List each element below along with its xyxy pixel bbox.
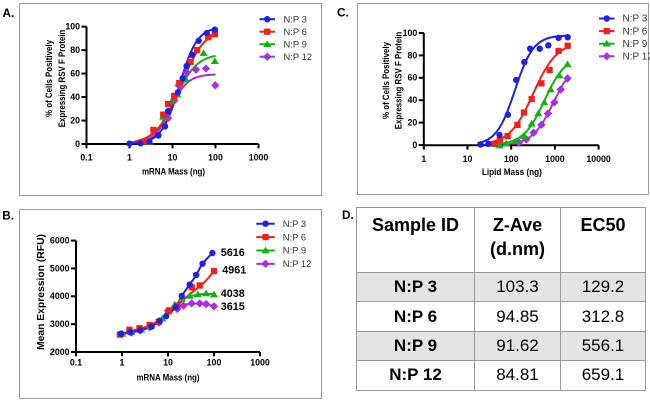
svg-text:N:P 12: N:P 12	[284, 51, 313, 62]
svg-text:10000: 10000	[586, 154, 611, 164]
svg-text:20: 20	[70, 115, 80, 125]
svg-text:60: 60	[70, 68, 80, 78]
svg-text:1: 1	[120, 357, 125, 367]
svg-text:N:P 9: N:P 9	[623, 39, 648, 50]
svg-text:1000: 1000	[249, 152, 269, 162]
svg-text:% of Cells Positively: % of Cells Positively	[44, 39, 55, 117]
svg-text:5616: 5616	[221, 247, 245, 259]
svg-text:3615: 3615	[221, 301, 245, 313]
svg-text:3000: 3000	[50, 319, 70, 329]
svg-text:Expressing RSV F Protein: Expressing RSV F Protein	[394, 32, 405, 130]
svg-text:100: 100	[403, 28, 418, 38]
svg-text:N:P 12: N:P 12	[283, 258, 312, 269]
svg-text:4000: 4000	[50, 291, 70, 301]
svg-text:N:P 12: N:P 12	[623, 52, 650, 63]
svg-text:mRNA Mass (ng): mRNA Mass (ng)	[142, 167, 205, 177]
svg-text:0: 0	[412, 140, 417, 150]
svg-text:10: 10	[168, 152, 178, 162]
svg-text:D.: D.	[342, 208, 354, 222]
svg-text:1000: 1000	[545, 154, 565, 164]
svg-text:60: 60	[408, 73, 418, 83]
svg-text:80: 80	[70, 45, 80, 55]
svg-text:Expressing RSV F Protein: Expressing RSV F Protein	[57, 30, 68, 128]
svg-text:N:P 9: N:P 9	[283, 245, 306, 256]
svg-text:100: 100	[65, 22, 80, 32]
svg-text:Mean Expression (RFU): Mean Expression (RFU)	[36, 234, 47, 350]
svg-text:100: 100	[504, 154, 519, 164]
svg-text:Lipid Mass (ng): Lipid Mass (ng)	[482, 167, 542, 177]
svg-text:0: 0	[75, 139, 80, 149]
svg-text:A.: A.	[3, 6, 15, 20]
svg-text:10: 10	[463, 154, 473, 164]
svg-text:6000: 6000	[50, 236, 70, 246]
svg-text:20: 20	[408, 118, 418, 128]
svg-text:N:P 6: N:P 6	[283, 231, 306, 242]
svg-text:N:P 9: N:P 9	[284, 38, 307, 49]
svg-text:B.: B.	[2, 209, 14, 223]
svg-text:80: 80	[408, 50, 418, 60]
svg-text:4038: 4038	[221, 288, 245, 300]
svg-text:100: 100	[208, 152, 223, 162]
svg-text:N:P 3: N:P 3	[283, 218, 306, 229]
svg-text:1: 1	[421, 154, 426, 164]
svg-text:1000: 1000	[250, 357, 270, 367]
svg-text:1: 1	[127, 152, 132, 162]
svg-text:5000: 5000	[50, 263, 70, 273]
svg-text:100: 100	[207, 357, 222, 367]
svg-text:C.: C.	[337, 6, 349, 20]
svg-text:0.1: 0.1	[80, 152, 92, 162]
svg-text:mRNA Mass (ng): mRNA Mass (ng)	[137, 373, 200, 383]
svg-text:N:P 3: N:P 3	[623, 14, 648, 25]
svg-text:0.1: 0.1	[70, 357, 82, 367]
svg-text:40: 40	[408, 95, 418, 105]
svg-text:10: 10	[163, 357, 173, 367]
svg-text:% of Cells Positively: % of Cells Positively	[381, 41, 392, 119]
svg-text:N:P 6: N:P 6	[284, 26, 307, 37]
svg-text:4961: 4961	[222, 264, 246, 276]
svg-text:2000: 2000	[50, 347, 70, 357]
svg-text:N:P 6: N:P 6	[623, 26, 648, 37]
svg-text:N:P 3: N:P 3	[284, 13, 307, 24]
svg-text:40: 40	[70, 92, 80, 102]
